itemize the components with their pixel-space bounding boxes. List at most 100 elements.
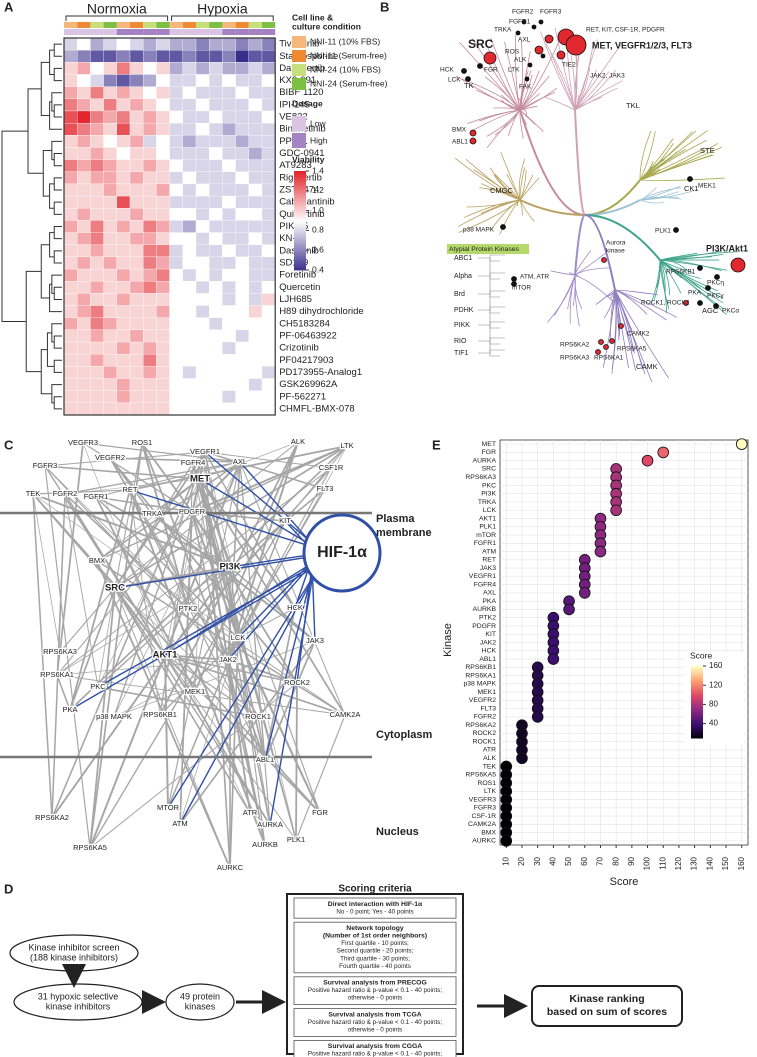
colorbar-step — [691, 727, 703, 730]
heatmap-cell — [156, 305, 170, 318]
heatmap-cell — [261, 232, 276, 245]
heatmap-cell — [235, 378, 249, 391]
heatmap-cell — [182, 232, 197, 245]
dosage-cell — [169, 29, 183, 35]
network-edge — [264, 640, 316, 761]
heatmap-cell — [77, 256, 91, 270]
colorbar-tick-label: 40 — [709, 719, 718, 728]
y-tick-label: RPS6KB1 — [465, 664, 496, 671]
network-node: VEGFR1 — [190, 447, 220, 456]
heatmap-cell — [143, 378, 157, 391]
y-tick-label: PLK1 — [479, 524, 496, 531]
heatmap-cell — [103, 293, 117, 306]
heatmap-cell — [156, 293, 170, 306]
network-edge — [129, 489, 161, 716]
heatmap-cell — [195, 50, 210, 63]
heatmap-cell — [90, 183, 104, 197]
network-edge — [95, 461, 241, 498]
heatmap-cell — [63, 390, 78, 403]
tree-branch — [518, 158, 526, 201]
y-tick-label: MEK1 — [477, 689, 496, 696]
legend-title: Viability — [292, 154, 325, 164]
heatmap-cell — [156, 256, 170, 270]
heatmap-cell — [195, 329, 210, 343]
network-edge — [227, 659, 266, 761]
hif-edge — [237, 561, 313, 639]
tree-branch — [574, 250, 592, 276]
drug-label: CHMFL-BMX-078 — [279, 403, 355, 414]
tree-branch — [490, 199, 521, 231]
kinase-label: mTOR — [512, 285, 531, 292]
tree-branch — [574, 274, 580, 327]
tree-branch — [519, 87, 558, 111]
heatmap-cell — [129, 147, 144, 160]
network-edge — [227, 659, 266, 846]
heatmap-cell — [103, 171, 117, 185]
heatmap-cell — [195, 402, 210, 416]
heatmap-cell — [77, 390, 91, 403]
colorbar-step — [294, 250, 306, 253]
workflow-text: 49 protein — [180, 991, 220, 1001]
heatmap-cell — [235, 50, 249, 63]
x-tick-label: 130 — [690, 856, 699, 870]
heatmap-cell — [129, 110, 144, 124]
heatmap-cell — [103, 195, 117, 209]
heatmap-cell — [116, 232, 131, 245]
network-node: FGFR3 — [33, 461, 58, 470]
heatmap-cell — [77, 244, 91, 258]
colorbar-step — [294, 268, 306, 271]
x-tick-label: 50 — [564, 856, 573, 865]
heatmap-cell — [248, 293, 263, 306]
heatmap-cell — [156, 268, 170, 282]
heatmap-cell — [209, 195, 223, 209]
network-edge — [199, 478, 296, 609]
heatmap-cell — [169, 37, 183, 51]
dendrogram-branch — [53, 201, 62, 215]
kinase-group-label: CAMK — [636, 362, 658, 371]
colorbar-step — [294, 252, 306, 255]
kinase-label: RPS6KA3 — [560, 355, 590, 362]
heatmap-cell — [261, 256, 276, 270]
heatmap-cell — [90, 208, 104, 221]
heatmap-cell — [129, 208, 144, 221]
atypical-branch — [478, 290, 505, 298]
y-tick-label: KIT — [485, 631, 496, 638]
network-edge — [89, 587, 116, 849]
kinase-label: RET, KIT, CSF-1R, PDGFR — [586, 27, 665, 34]
heatmap-cell — [77, 98, 91, 112]
heatmap-cell — [261, 195, 276, 209]
colorbar-step — [294, 246, 306, 249]
heatmap-cell — [143, 317, 157, 331]
heatmap-cell — [116, 281, 131, 294]
colorbar-step — [691, 684, 703, 687]
tree-branch — [500, 152, 521, 201]
kinase-dot — [603, 344, 609, 350]
heatmap-cell — [248, 305, 263, 318]
heatmap-cell — [143, 183, 157, 197]
legend-label: NNI-24 (Serum-free) — [310, 78, 388, 88]
heatmap-cell — [261, 183, 276, 197]
workflow-text: kinase inhibitors — [46, 1001, 111, 1011]
heatmap-cell — [63, 62, 78, 75]
network-node: KIT — [279, 516, 291, 525]
heatmap-cell — [195, 305, 210, 318]
dendrogram-branch — [49, 283, 62, 313]
y-tick-label: ALK — [483, 755, 496, 762]
tree-branch — [659, 259, 702, 290]
heatmap-cell — [261, 390, 276, 403]
heatmap-cell — [90, 232, 104, 245]
colorbar-step — [294, 256, 306, 259]
heatmap-cell — [222, 171, 236, 185]
heatmap-cell — [195, 159, 210, 172]
heatmap-cell — [129, 293, 144, 306]
heatmap-cell — [222, 293, 236, 306]
network-node: AURKA — [257, 820, 283, 829]
colorbar-tick-label: 1.0 — [312, 205, 324, 215]
y-tick-label: BMX — [481, 829, 496, 836]
heatmap-cell — [143, 50, 157, 63]
tree-branch — [574, 42, 623, 111]
heatmap-cell — [156, 50, 170, 63]
network-node: FLT3 — [317, 484, 334, 493]
colorbar-tick-label: 0.6 — [312, 244, 324, 254]
network-node: RPS6KA1 — [40, 670, 74, 679]
